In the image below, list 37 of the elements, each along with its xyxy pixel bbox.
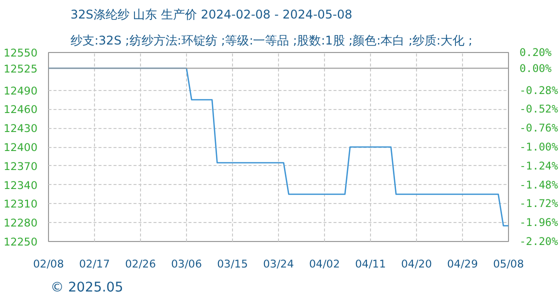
x-tick-label: 04/20 [401,258,432,270]
y-tick-label: 12400 [4,141,38,154]
x-tick-label: 03/06 [171,258,202,270]
y-tick-label: 12490 [4,84,38,98]
chart-subtitle: 纱支:32S ;纺纱方法:环锭纺 ;等级:一等品 ;股数:1股 ;颜色:本白 ;纱质:大化 ; [70,34,472,48]
y-tick-label: 12525 [4,62,38,76]
y-tick-label: 12370 [4,160,38,173]
y-tick-label: 12430 [4,122,38,136]
y-tick-label: 12340 [4,178,38,192]
y-tick-label: 12280 [4,216,38,230]
y2-tick-label: -0.76% [520,122,559,135]
y2-tick-label: -1.48% [520,178,559,192]
y-tick-label: 12550 [4,46,38,60]
text: © 2025.05 [50,280,124,296]
x-tick-label: 02/26 [125,258,156,270]
x-tick-label: 05/08 [493,258,524,270]
y2-tick-label: 0.00% [520,62,552,75]
line-series [48,68,508,226]
x-tick-label: 04/11 [355,258,386,270]
chart-title: 32S涤纶纱 山东 生产价 2024-02-08 - 2024-05-08 [70,8,352,22]
y2-tick-label: -0.52% [520,102,559,116]
x-tick-label: 03/15 [217,258,248,270]
y-tick-label: 12250 [4,236,38,248]
x-tick-label: 02/08 [33,258,64,270]
y2-tick-label: -1.24% [520,159,559,172]
x-tick-label: 03/24 [263,258,294,270]
x-tick-label: 04/29 [447,258,478,270]
y-tick-label: 12460 [4,103,38,116]
x-tick-label: 02/17 [79,258,110,270]
y2-tick-label: 0.20% [520,46,552,59]
y2-tick-label: -1.00% [520,140,559,154]
y2-tick-label: -1.96% [520,216,559,230]
y2-tick-label: -0.28% [520,84,559,97]
y-tick-label: 12310 [4,198,38,211]
y2-tick-label: -1.72% [520,197,559,210]
y2-tick-label: -2.20% [520,235,559,248]
x-tick-label: 04/02 [309,258,340,270]
